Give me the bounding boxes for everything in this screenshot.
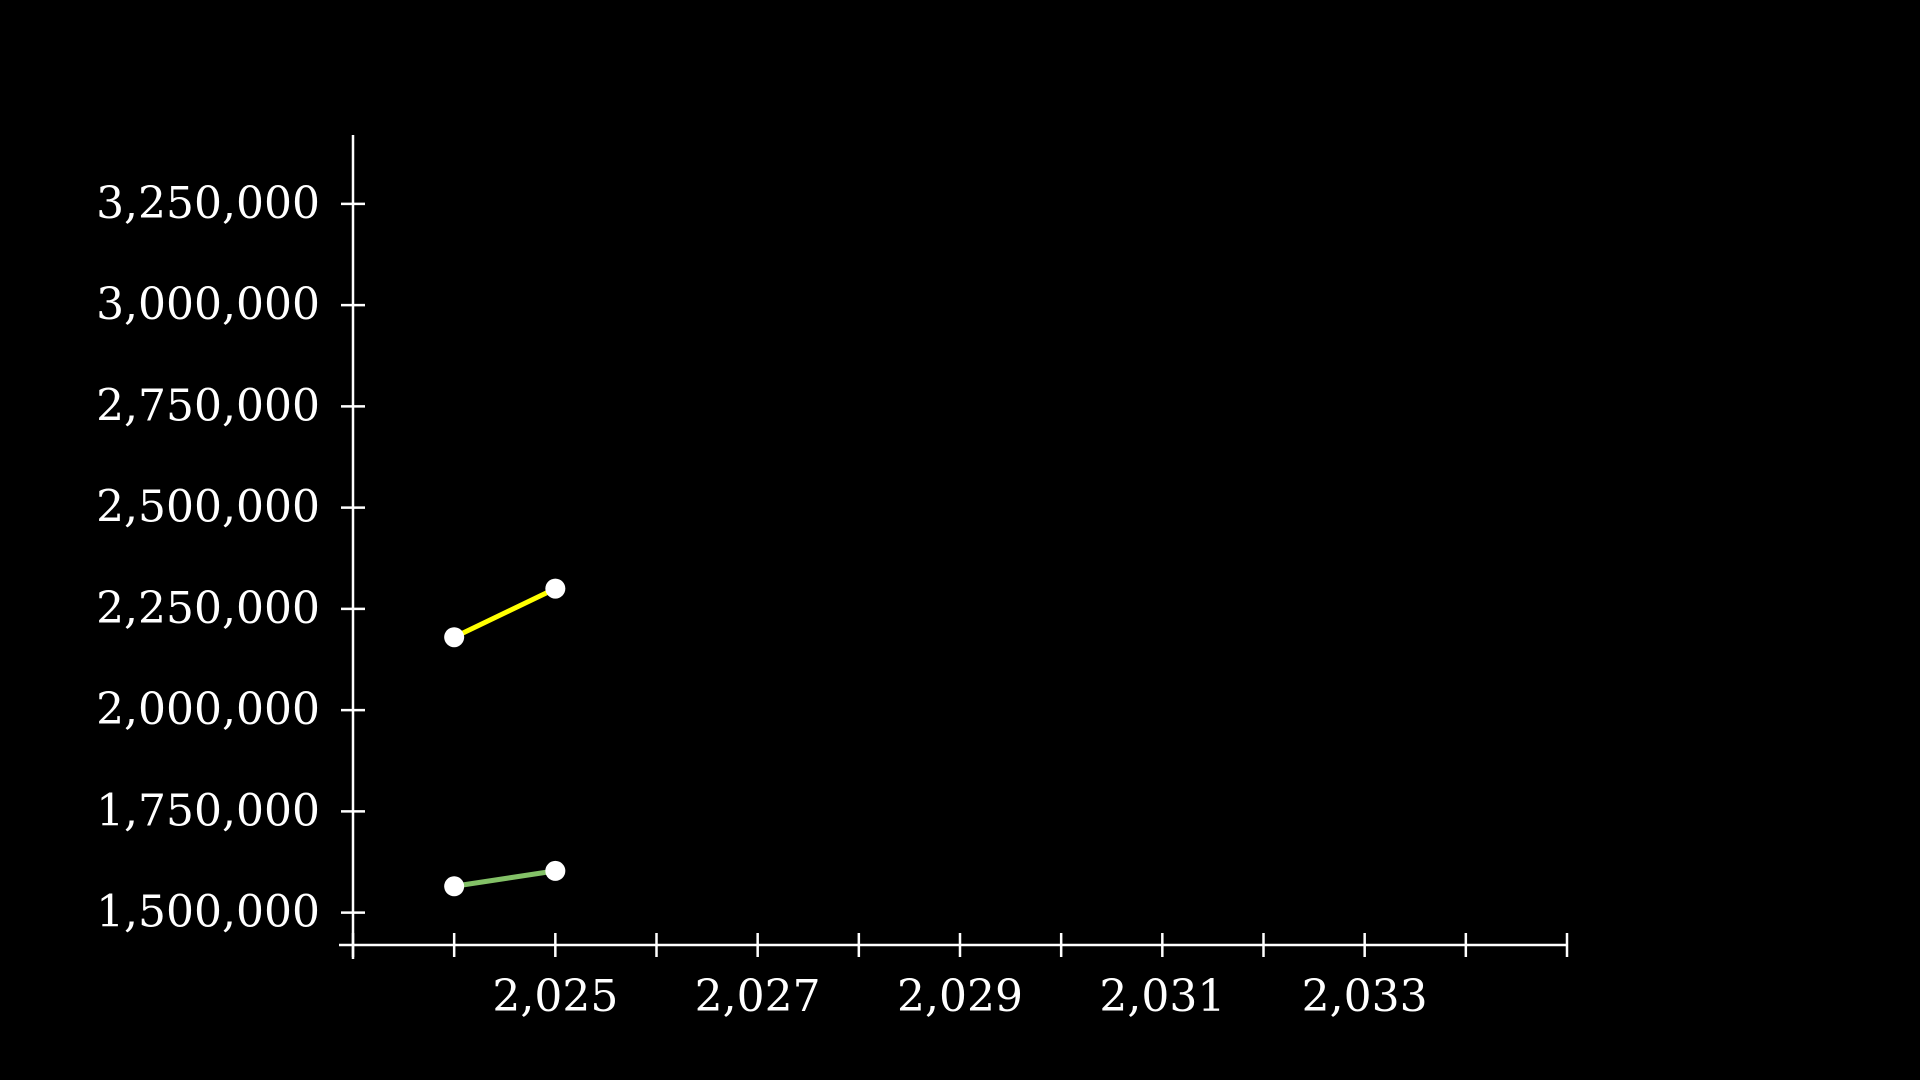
series-line-1	[451, 586, 558, 640]
y-tick-label: 2,250,000	[96, 583, 320, 634]
y-tick-label: 2,500,000	[96, 482, 320, 533]
data-point	[444, 876, 465, 897]
y-tick-label: 1,750,000	[96, 785, 320, 836]
data-point	[444, 627, 465, 648]
data-point	[545, 860, 566, 881]
x-tick-label: 2,029	[897, 971, 1023, 1022]
axes	[339, 135, 1569, 959]
tick-labels: 2,025 2,027 2,029 2,031 2,033 1,500,000 1,750,…	[96, 178, 1428, 1022]
data-point	[545, 578, 566, 599]
y-tick-label: 1,500,000	[96, 887, 320, 938]
x-tick-label: 2,031	[1099, 971, 1225, 1022]
y-tick-label: 3,250,000	[96, 178, 320, 229]
series-line-2	[451, 868, 558, 889]
x-tick-label: 2,027	[695, 971, 821, 1022]
y-tick-label: 2,000,000	[96, 684, 320, 735]
x-tick-label: 2,025	[492, 971, 618, 1022]
y-tick-label: 3,000,000	[96, 279, 320, 330]
x-tick-label: 2,033	[1302, 971, 1428, 1022]
y-tick-label: 2,750,000	[96, 380, 320, 431]
series-layer	[444, 578, 566, 897]
